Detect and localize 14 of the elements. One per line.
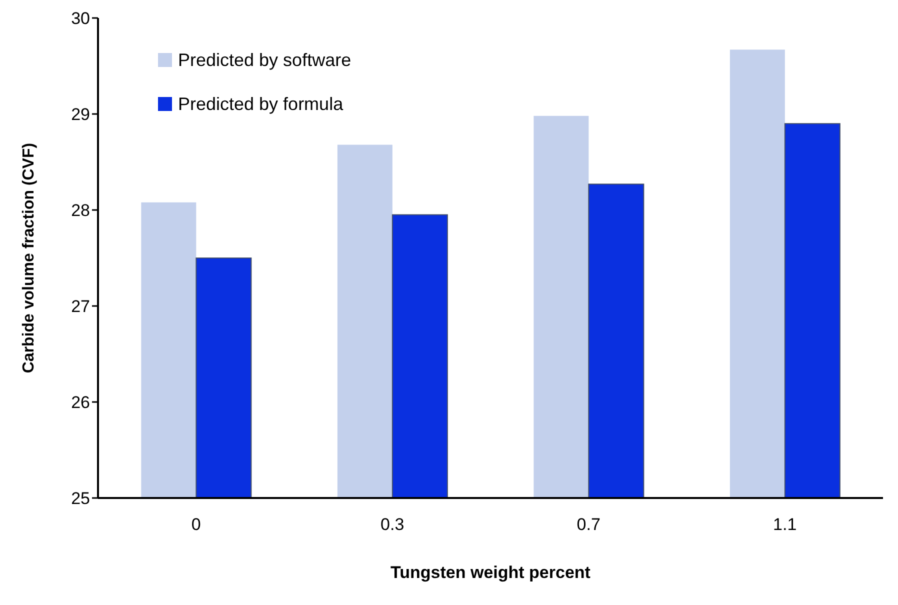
y-tick-label: 28 <box>71 201 90 220</box>
y-tick-label: 26 <box>71 393 90 412</box>
x-tick-label: 1.1 <box>773 515 797 534</box>
y-tick-label: 25 <box>71 489 90 508</box>
legend-label: Predicted by software <box>178 49 352 72</box>
y-tick-label: 27 <box>71 297 90 316</box>
y-tick-label: 30 <box>71 9 90 28</box>
x-axis-title: Tungsten weight percent <box>390 563 591 582</box>
y-axis-title: Carbide volume fraction (CVF) <box>20 142 38 374</box>
y-tick-label: 29 <box>71 105 90 124</box>
legend-label: Predicted by formula <box>178 93 344 116</box>
x-tick-label: 0.7 <box>576 515 600 534</box>
x-tick-label: 0.3 <box>380 515 404 534</box>
x-tick-label: 0 <box>191 515 201 534</box>
